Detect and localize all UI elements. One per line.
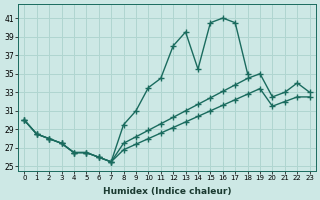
X-axis label: Humidex (Indice chaleur): Humidex (Indice chaleur) [103, 187, 231, 196]
